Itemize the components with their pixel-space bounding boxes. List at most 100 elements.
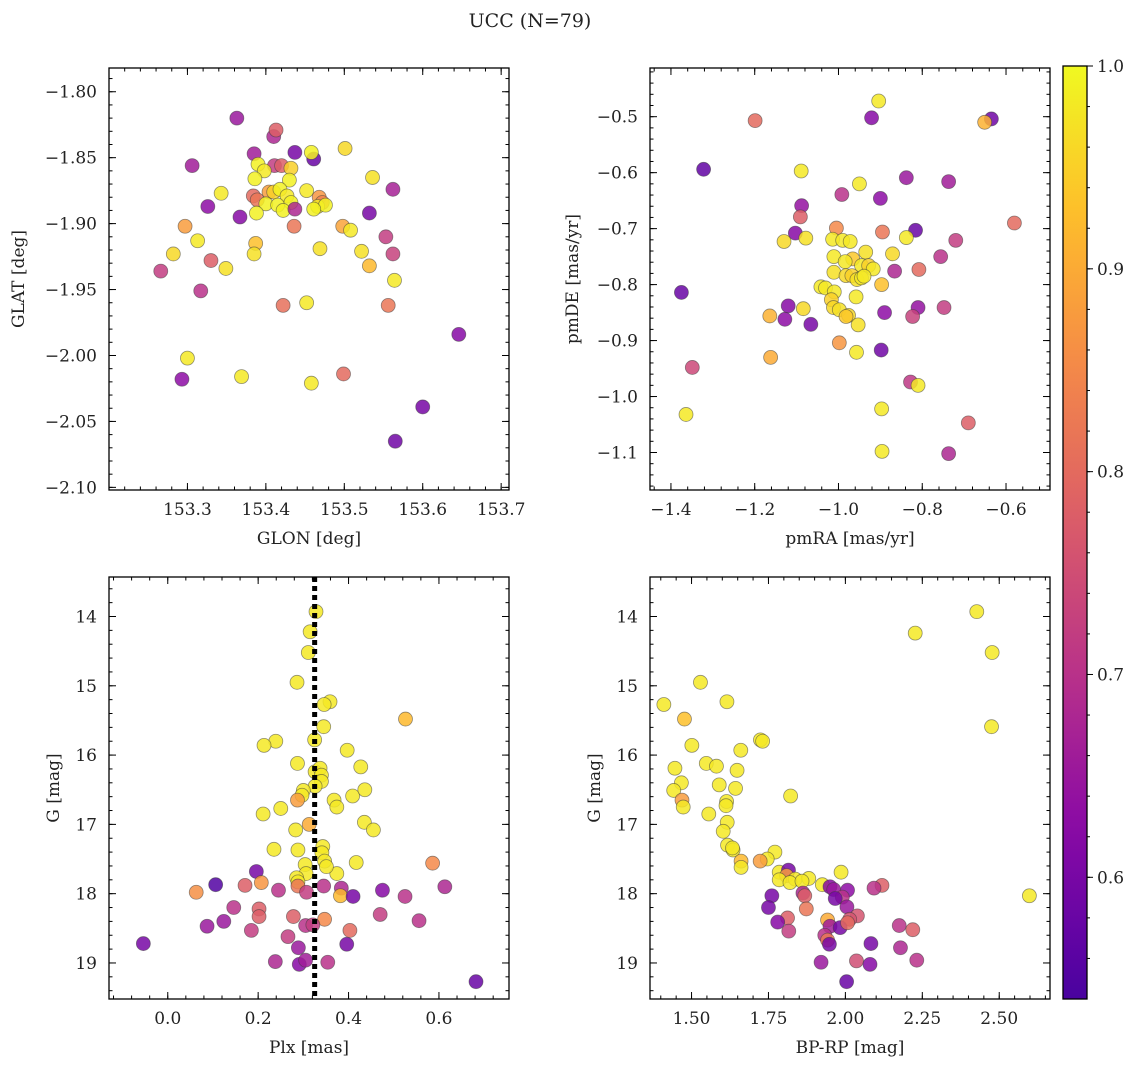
scatter-point: [696, 161, 712, 177]
scatter-point: [850, 317, 866, 333]
scatter-point: [866, 880, 882, 896]
scatter-point: [763, 349, 779, 365]
scatter-point: [234, 369, 249, 384]
scatter-point: [361, 205, 377, 221]
x-tick-label: −0.8: [902, 500, 943, 520]
x-tick-label: 2.50: [980, 1009, 1018, 1029]
scatter-point: [380, 297, 396, 313]
scatter-point: [862, 956, 878, 972]
scatter-point: [677, 711, 692, 727]
y-tick-label: 16: [616, 746, 638, 766]
scatter-point: [833, 864, 849, 880]
scatter-point: [316, 878, 332, 894]
y-tick-label: 17: [75, 815, 97, 835]
scatter-point: [1006, 215, 1022, 231]
scatter-point: [298, 952, 314, 968]
scatter-point: [747, 113, 763, 129]
x-tick-label: 2.25: [903, 1009, 941, 1029]
scatter-point: [1021, 888, 1037, 904]
scatter-point: [948, 232, 964, 248]
scatter-point: [907, 625, 923, 641]
y-tick-label: 16: [75, 746, 97, 766]
scatter-point: [339, 742, 355, 758]
scatter-point: [872, 191, 888, 206]
scatter-point: [849, 953, 864, 969]
x-axis-label: BP-RP [mag]: [796, 1038, 905, 1058]
scatter-point: [910, 377, 926, 393]
scatter-point: [911, 262, 927, 277]
scatter-point: [266, 841, 282, 857]
scatter-point: [666, 783, 682, 798]
x-axis-label: pmRA [mas/yr]: [785, 529, 914, 549]
scatter-point: [874, 277, 890, 292]
y-tick-label: −2.10: [45, 478, 97, 498]
y-tick-label: 19: [75, 954, 97, 974]
scatter-point: [849, 344, 864, 360]
colorbar-tick-label: 0.8: [1097, 463, 1124, 483]
scatter-point: [909, 952, 925, 968]
colorbar-tick-label: 0.9: [1097, 260, 1124, 280]
scatter-point: [795, 301, 811, 317]
scatter-point: [798, 230, 814, 246]
axes-frame: [108, 576, 510, 1000]
scatter-point: [365, 170, 380, 185]
scatter-point: [977, 114, 993, 130]
scatter-point: [208, 877, 224, 893]
scatter-point: [372, 907, 388, 922]
scatter-point: [387, 433, 403, 449]
scatter-point: [969, 604, 985, 620]
x-axis-label: GLON [deg]: [257, 529, 361, 549]
scatter-point: [415, 399, 431, 415]
scatter-point: [933, 249, 949, 265]
colorbar-tick-label: 0.6: [1097, 868, 1124, 888]
y-tick-label: 15: [75, 677, 97, 697]
scatter-point: [874, 443, 890, 459]
scatter-point: [761, 900, 776, 915]
scatter-point: [729, 762, 745, 778]
y-tick-label: −1.85: [45, 149, 97, 169]
scatter-point: [684, 360, 700, 375]
scatter-point: [874, 401, 890, 417]
x-tick-label: 0.2: [245, 1009, 272, 1029]
scatter-point: [842, 234, 858, 249]
y-tick-label: −2.00: [45, 346, 97, 366]
scatter-point: [856, 268, 872, 284]
scatter-point: [385, 246, 401, 262]
x-axis-label: Plx [mas]: [269, 1038, 349, 1058]
scatter-point: [246, 246, 262, 262]
scatter-point: [898, 230, 914, 245]
scatter-point: [190, 233, 206, 249]
scatter-point: [864, 110, 879, 126]
scatter-point: [255, 806, 271, 822]
scatter-point: [693, 674, 708, 690]
panel-1: 153.3 153.4 153.5 153.6 153.7 −2.10 −2.05 −2.00…: [9, 67, 525, 549]
scatter-point: [905, 922, 921, 938]
scatter-point: [280, 929, 296, 945]
scatter-point: [893, 940, 908, 956]
y-tick-label: 14: [75, 607, 97, 627]
scatter-point: [873, 342, 889, 358]
scatter-point: [905, 309, 921, 324]
scatter-point: [848, 289, 864, 305]
scatter-point: [188, 884, 204, 900]
x-tick-label: 0.4: [335, 1009, 362, 1029]
scatter-point: [287, 201, 303, 217]
scatter-point: [776, 234, 792, 249]
scatter-point: [960, 415, 976, 431]
scatter-point: [319, 859, 334, 875]
y-tick-label: −1.90: [45, 215, 97, 235]
scatter-point: [353, 759, 369, 775]
scatter-point: [174, 371, 190, 387]
scatter-point: [752, 853, 768, 869]
colorbar: 0.6 0.7 0.8 0.9 1.0: [1062, 57, 1124, 1000]
scatter-point: [840, 915, 855, 931]
scatter-point: [348, 855, 364, 870]
scatter-point: [667, 760, 683, 776]
y-axis-label: GLAT [deg]: [9, 230, 29, 328]
x-tick-label: 153.3: [163, 500, 212, 520]
scatter-point: [838, 309, 854, 324]
scatter-point: [715, 823, 731, 839]
scatter-point: [385, 181, 401, 197]
scatter-point: [803, 316, 819, 332]
scatter-point: [755, 733, 771, 749]
